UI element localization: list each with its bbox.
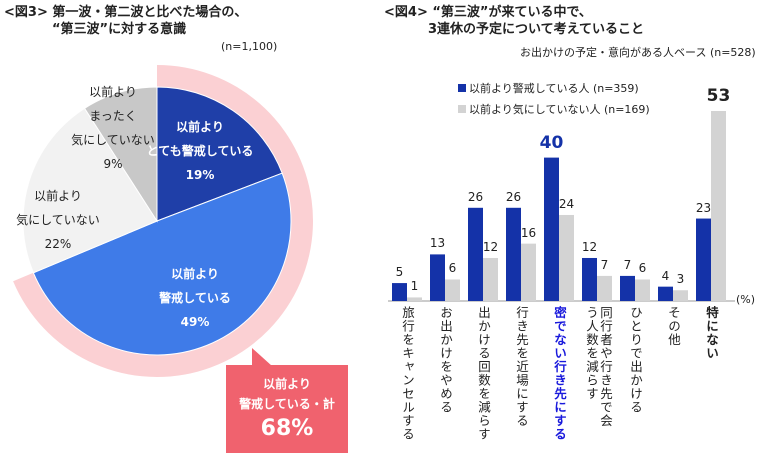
category-label: 旅行をキャンセルする	[400, 306, 415, 441]
bar-value-label: 12	[581, 239, 598, 254]
bar-value-label: 16	[520, 225, 537, 240]
slice-value: 19%	[185, 168, 215, 182]
bar-value-label: 26	[467, 189, 484, 204]
bar-value-label: 26	[505, 189, 522, 204]
bar-value-label: 40	[539, 132, 564, 153]
pie-slice	[83, 86, 158, 223]
slice-label-line: 気にしていない	[16, 213, 100, 227]
category-label: その他	[666, 306, 681, 347]
category-label: 行き先を近場にする	[514, 306, 529, 428]
pie-title-line2: “第三波”に対する意識	[52, 22, 187, 37]
callout-line1: 以前より	[263, 377, 311, 391]
legend-item: 以前より気にしていない人 (n=169)	[458, 101, 650, 117]
bar-value-label: 53	[706, 86, 731, 106]
slice-value: 49%	[180, 315, 210, 329]
bar	[483, 257, 498, 301]
bar-value-label: 1	[410, 279, 419, 294]
bar-title-line1: <図4> “第三波”が来ている中で、	[384, 5, 592, 20]
bar-value-label: 4	[661, 268, 670, 283]
bar	[392, 283, 407, 301]
slice-label: 以前よりまったく気にしていない 9%	[71, 80, 155, 176]
bar	[506, 207, 521, 301]
bar-value-label: 23	[695, 200, 712, 215]
callout-box: 以前より 警戒している・計 68%	[226, 365, 348, 453]
legend-label: 以前より気にしていない人 (n=169)	[469, 103, 650, 116]
bar	[620, 275, 635, 301]
bar	[635, 279, 650, 301]
slice-label: 以前より警戒している 49%	[159, 262, 231, 334]
bar	[597, 275, 612, 301]
slice-value: 9%	[103, 157, 123, 171]
bar	[673, 290, 688, 301]
pie-slice	[32, 172, 292, 356]
category-label: 同行者や行き先で会う人数を減らす	[584, 306, 613, 428]
bar	[521, 243, 536, 301]
slice-value: 22%	[44, 237, 72, 251]
pie-base: (n=1,100)	[221, 40, 278, 53]
bar-value-label: 12	[482, 239, 499, 254]
pie-title-line1: <図3> 第一波・第二波と比べた場合の、	[4, 5, 248, 20]
bar-value-label: 7	[600, 257, 609, 272]
slice-label-line: まったく	[89, 109, 137, 123]
bar	[544, 157, 559, 301]
bar	[696, 218, 711, 301]
legend-item: 以前より警戒している人 (n=359)	[458, 80, 639, 96]
slice-label-line: 以前より	[176, 120, 224, 134]
callout-value: 68%	[260, 416, 314, 441]
bar-value-label: 6	[638, 261, 647, 276]
slice-label-line: 気にしていない	[71, 133, 155, 147]
pie-slice	[22, 107, 158, 274]
bar	[445, 279, 460, 301]
bar-value-label: 6	[448, 261, 457, 276]
bar-value-label: 3	[676, 272, 685, 287]
callout-line2: 警戒している・計	[239, 397, 335, 411]
bar-value-label: 13	[429, 236, 446, 251]
bar-title-line2: 3連休の予定について考えていること	[428, 22, 645, 37]
slice-label-line: 以前より	[89, 85, 137, 99]
category-label: お出かけをやめる	[438, 306, 453, 414]
slice-label-line: 以前より	[171, 267, 219, 281]
slice-label-line: 以前より	[34, 189, 82, 203]
category-label: 出かける回数を減らす	[476, 306, 491, 441]
slice-label-line: 警戒している	[159, 291, 231, 305]
bar	[468, 207, 483, 301]
bar	[430, 254, 445, 301]
bar	[711, 111, 726, 301]
slice-label-line: とても警戒している	[146, 144, 254, 158]
legend-swatch	[458, 84, 466, 92]
legend-label: 以前より警戒している人 (n=359)	[469, 82, 639, 95]
bar-base: お出かけの予定・意向がある人ベース (n=528)	[520, 46, 756, 59]
bar-value-label: 7	[623, 257, 632, 272]
category-label: 特にない	[704, 306, 719, 360]
unit-label: (%)	[736, 293, 756, 306]
pie-slice	[156, 86, 283, 222]
legend-swatch	[458, 105, 466, 113]
slice-label: 以前よりとても警戒している 19%	[147, 115, 254, 187]
bar	[407, 297, 422, 301]
category-label: 密でない行き先にする	[552, 306, 567, 441]
bar	[582, 257, 597, 301]
category-label: ひとりで出かける	[628, 306, 643, 414]
bar	[658, 286, 673, 301]
bar	[559, 214, 574, 301]
bar-value-label: 24	[558, 196, 575, 211]
bar-value-label: 5	[395, 265, 404, 280]
slice-label: 以前より気にしていない 22%	[16, 184, 100, 256]
